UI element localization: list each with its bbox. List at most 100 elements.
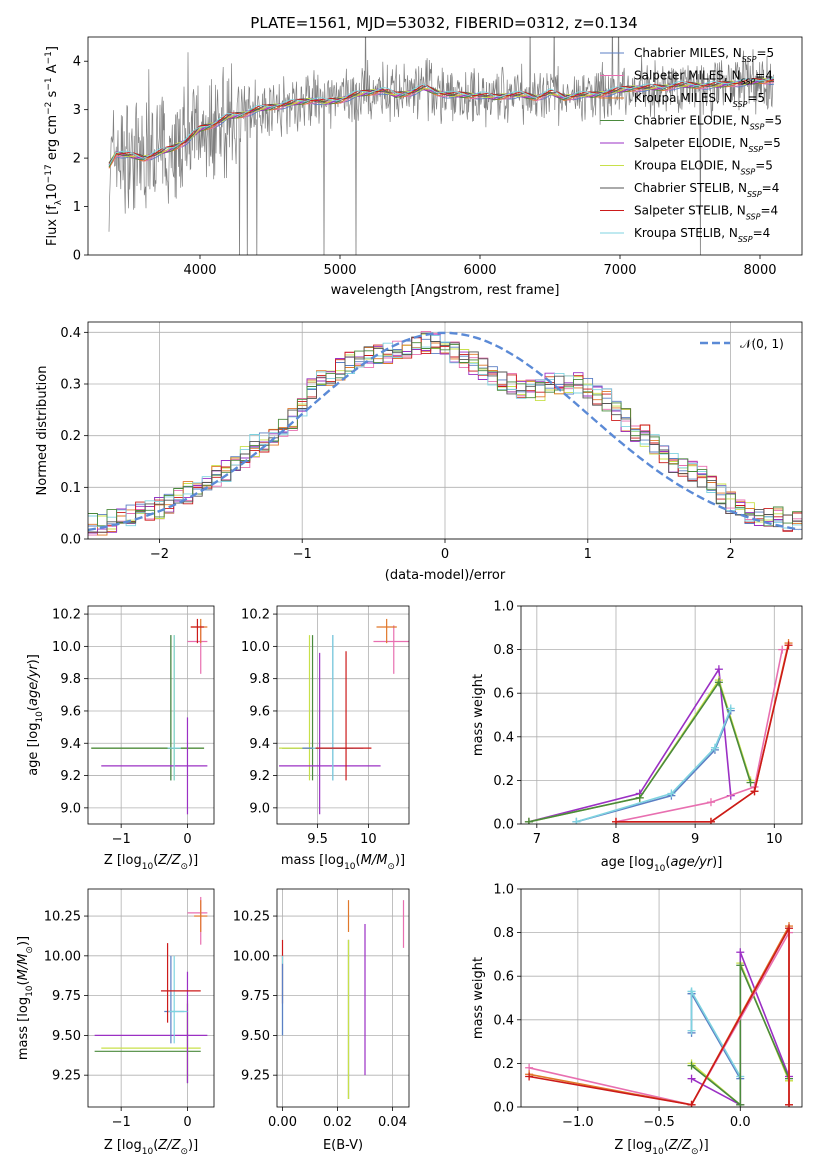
y-tick-label: 9.8 [249, 672, 270, 687]
y-tick-label: 1.0 [493, 600, 514, 615]
y-axis-label: mass weight [471, 957, 486, 1039]
y-tick-label: 9.50 [52, 1029, 81, 1044]
y-axis-label: mass weight [471, 674, 486, 756]
y-tick-label: 9.0 [60, 801, 81, 816]
weight-vs-z-plot-area [525, 922, 794, 1107]
data-point [687, 1061, 696, 1070]
x-axis-label: (data-model)/error [385, 568, 506, 583]
y-tick-label: 9.6 [249, 704, 270, 719]
legend: Chabrier MILES, NSSP=5 Salpeter MILES, NS… [600, 46, 782, 244]
y-tick-label: 0.1 [60, 481, 81, 496]
x-axis-label: age [log10(age/yr)] [601, 855, 723, 874]
legend-entry: Salpeter MILES, NSSP=4 [634, 69, 773, 87]
x-tick-label: 10 [360, 832, 377, 847]
x-tick-label: −1 [293, 547, 312, 562]
spectrum-panel: 4000 5000 6000 7000 8000 0 1 2 3 4 wavelength [Ang… [44, 36, 803, 298]
data-point [784, 641, 793, 650]
y-tick-label: 0.3 [60, 378, 81, 393]
x-axis-label: mass [log10(M/M⊙)] [281, 853, 405, 872]
x-tick-label: −0.5 [643, 1115, 675, 1130]
y-tick-label: 9.75 [241, 989, 270, 1004]
axes-frame [87, 888, 215, 1108]
series-line [690, 990, 741, 1080]
y-tick-label: 0.2 [493, 1057, 514, 1072]
y-tick-label: 0.4 [493, 1013, 514, 1028]
x-tick-label: 6000 [463, 263, 496, 278]
y-tick-label: 9.4 [60, 737, 81, 752]
model-spectrum-line [108, 77, 775, 164]
y-tick-label: 10.2 [241, 608, 270, 623]
axes-frame [87, 36, 803, 256]
legend-entry: Salpeter STELIB, NSSP=4 [634, 204, 778, 222]
legend-entry: Kroupa STELIB, NSSP=4 [634, 226, 770, 244]
data-point [736, 961, 745, 970]
mass-vs-ebv-panel: 0.00 0.02 0.04 9.25 9.50 9.75 10.00 10.25 E(B-V) [233, 888, 410, 1153]
data-point [714, 665, 723, 674]
legend-entry: Chabrier ELODIE, NSSP=5 [634, 114, 782, 132]
legend-entry: Kroupa ELODIE, NSSP=5 [634, 159, 773, 177]
y-tick-label: 0 [73, 249, 81, 264]
residuals-plot-area [88, 330, 802, 536]
y-tick-label: 9.4 [249, 737, 270, 752]
x-tick-label: 9 [691, 832, 699, 847]
y-tick-label: 0.2 [60, 429, 81, 444]
legend-entry: Chabrier STELIB, NSSP=4 [634, 181, 779, 199]
model-spectrum-line [108, 78, 775, 165]
y-tick-label: 9.25 [241, 1069, 270, 1084]
x-tick-label: 0 [183, 1115, 191, 1130]
axes-frame [520, 888, 803, 1108]
model-spectrum-line [108, 76, 775, 166]
x-tick-label: 0.0 [730, 1115, 751, 1130]
data-point [785, 1100, 794, 1107]
x-tick-label: 0 [183, 832, 191, 847]
data-point [687, 1100, 696, 1107]
age-vs-z-panel: −1 0 9.0 9.2 9.4 9.6 9.8 10.0 10.2 Z [log10(Z/Z⊙)… [26, 605, 215, 872]
data-point [635, 793, 644, 802]
y-tick-label: 10.0 [241, 640, 270, 655]
data-point [726, 704, 735, 713]
y-tick-label: 10.2 [52, 608, 81, 623]
x-axis-label: Z [log10(Z/Z⊙)] [104, 853, 198, 872]
y-axis-label: age [log10(age/yr)] [26, 654, 45, 776]
y-axis-label: mass [log10(M/M⊙)] [16, 936, 35, 1060]
data-point [736, 948, 745, 957]
data-point [746, 778, 755, 787]
data-point [667, 789, 676, 798]
y-tick-label: 9.2 [249, 769, 270, 784]
y-tick-label: 9.6 [60, 704, 81, 719]
series-line [690, 988, 741, 1077]
x-tick-label: 10 [766, 832, 783, 847]
series-line [576, 710, 732, 823]
data-point [572, 817, 581, 824]
observed-spectrum-line [108, 37, 775, 255]
x-tick-label: −1 [112, 832, 131, 847]
mass-vs-ebv-plot-area [281, 900, 405, 1100]
y-tick-label: 0.0 [493, 818, 514, 833]
y-tick-label: 0.8 [493, 643, 514, 658]
normal-distribution-curve [88, 331, 800, 532]
y-tick-label: 9.75 [52, 989, 81, 1004]
y-tick-label: 10.25 [44, 910, 81, 925]
data-point [736, 1100, 745, 1107]
series-line [576, 708, 732, 823]
mass-vs-z-panel: −1 0 9.25 9.50 9.75 10.00 10.25 Z [log10(Z/Z⊙)]… [16, 888, 215, 1157]
x-tick-label: −1.0 [562, 1115, 594, 1130]
mass-vs-z-plot-area [94, 896, 208, 1084]
data-point [611, 817, 620, 824]
x-tick-label: 1 [584, 547, 592, 562]
x-tick-label: 4000 [183, 263, 216, 278]
y-tick-label: 10.25 [233, 910, 270, 925]
y-tick-label: 9.0 [249, 801, 270, 816]
x-tick-label: 7000 [603, 263, 636, 278]
legend: 𝒩(0, 1) [700, 337, 784, 351]
x-axis-label: E(B-V) [323, 1138, 363, 1153]
data-point [714, 678, 723, 687]
y-tick-label: 0.0 [60, 533, 81, 548]
histogram-step-line [88, 332, 802, 533]
age-vs-mass-plot-area [279, 618, 409, 815]
legend-entry: Kroupa MILES, NSSP=5 [634, 91, 765, 109]
histogram-step-line [88, 335, 802, 529]
x-axis-label: Z [log10(Z/Z⊙)] [614, 1138, 708, 1157]
y-tick-label: 10.0 [52, 640, 81, 655]
